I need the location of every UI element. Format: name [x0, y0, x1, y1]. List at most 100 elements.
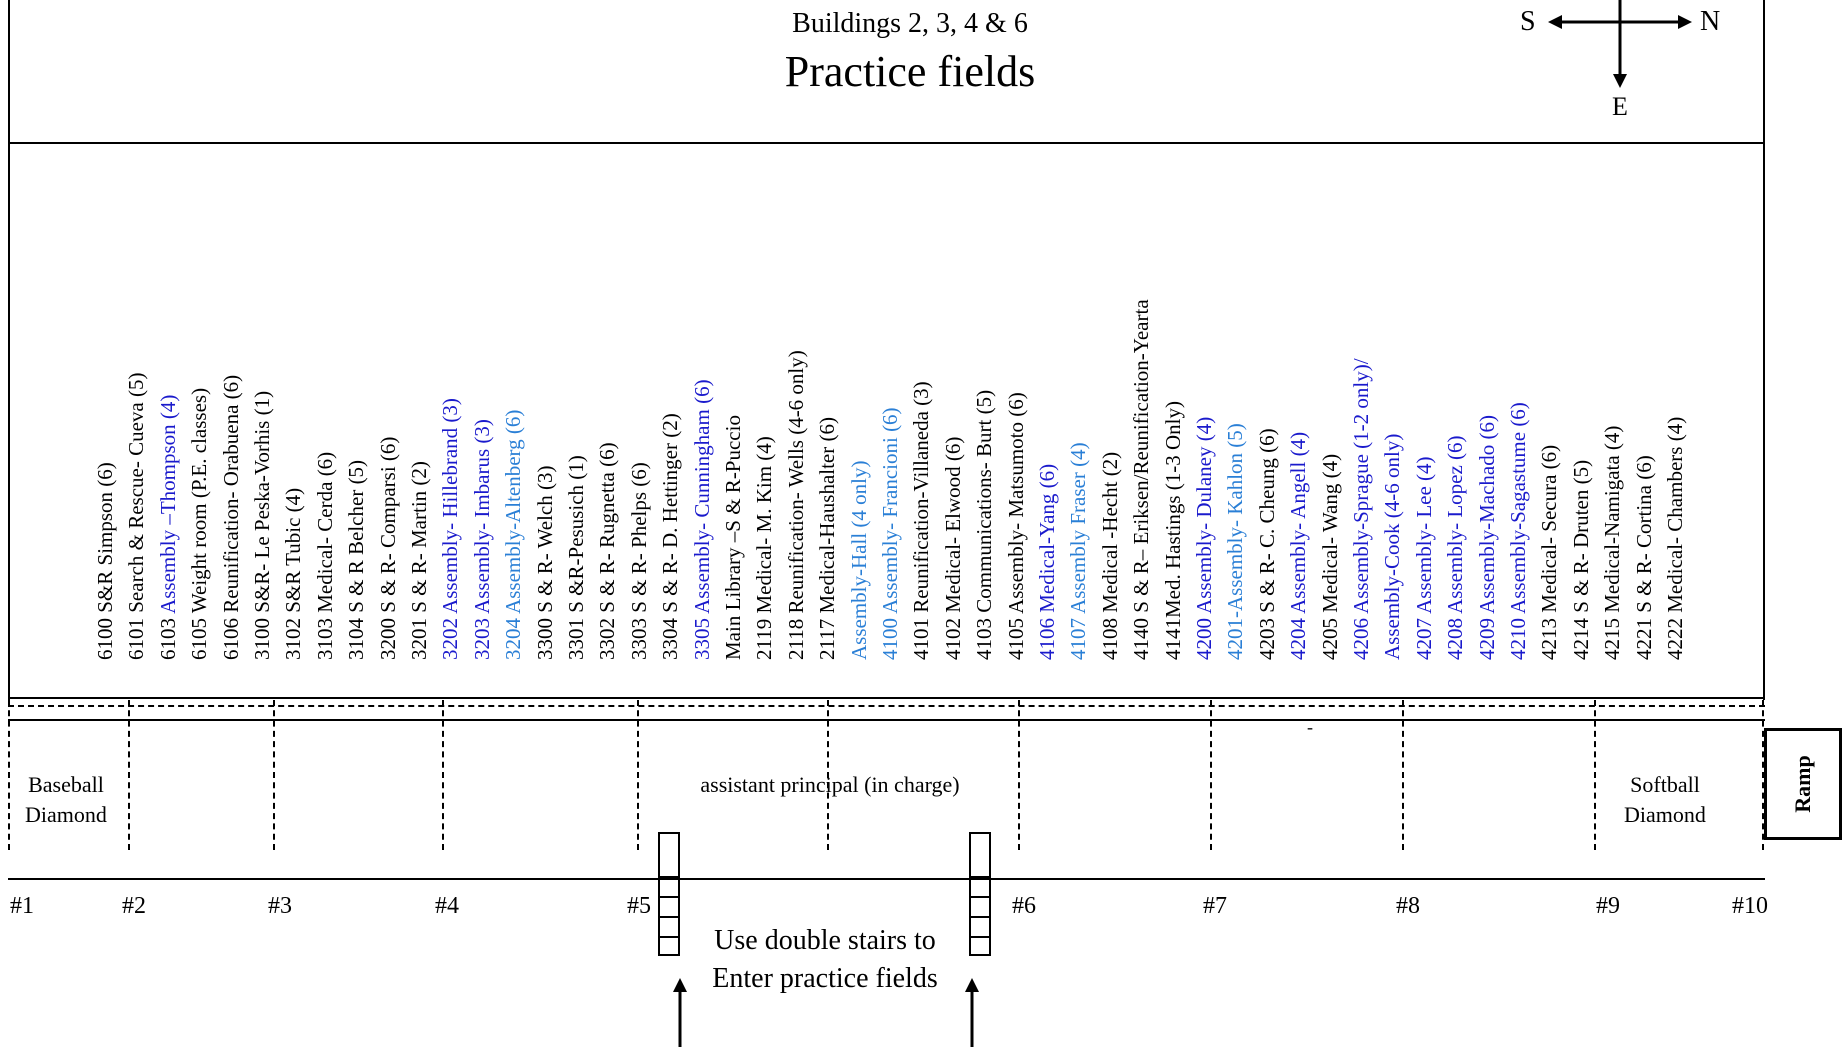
room-assignment: S & R- D. Hettinger (2)	[658, 413, 683, 613]
room-label: 4108 Medical -Hecht (2)	[1095, 452, 1122, 690]
room-assignment: 3204 Assembly-Altenberg (6)	[501, 409, 526, 660]
room-number: 3201	[407, 612, 431, 660]
room-number: 4214	[1568, 612, 1593, 660]
room-label: 3103 Medical- Cerda (6)	[310, 452, 337, 690]
stairs-right	[969, 832, 991, 956]
rooms-baseline	[8, 697, 1765, 699]
room-assignment: 4208 Assembly- Lopez (6)	[1443, 435, 1468, 660]
room-assignment: Assembly-Cook (4-6 only)	[1380, 433, 1405, 660]
room-number: 4222	[1663, 612, 1687, 660]
room-label: 4201-Assembly- Kahlon (5)	[1220, 423, 1247, 690]
room-number: 6105	[187, 613, 212, 660]
room-label: Assembly-Hall (4 only)	[844, 461, 871, 690]
room-list: 6100 S&R Simpson (6) 6101 Search & Rescue…	[90, 168, 1710, 690]
room-number: 3303	[626, 612, 651, 660]
arrow-up-right-icon	[965, 978, 979, 1047]
room-number: 3200	[375, 612, 400, 660]
room-label: 3305 Assembly- Cunningham (6)	[687, 379, 714, 690]
room-number: 4213	[1537, 612, 1562, 660]
room-number: 4105	[1003, 613, 1028, 660]
room-assignment: S &R-Pesusich (1)	[564, 455, 588, 613]
room-number: 3301	[564, 612, 588, 660]
compass-east-label: E	[1612, 92, 1628, 121]
room-assignment: S&R- Le Peska-Vorhis (1)	[250, 390, 274, 613]
room-assignment: 3203 Assembly- Imbarus (3)	[469, 419, 494, 660]
room-label: 6100 S&R Simpson (6)	[90, 462, 117, 690]
compass-north-label: N	[1700, 6, 1721, 37]
room-assignment: S & R– Eriksen/Reunification-Yearta	[1129, 299, 1154, 613]
post-label-8: #8	[1396, 893, 1420, 919]
room-label: 3304 S & R- D. Hettinger (2)	[655, 413, 682, 690]
post-label-6: #6	[1012, 893, 1036, 919]
post-label-3: #3	[268, 893, 292, 919]
room-number: 6103	[155, 613, 180, 660]
room-assignment: 4204 Assembly- Angell (4)	[1286, 431, 1311, 660]
room-number: 3100	[250, 612, 274, 660]
room-number: 3300	[532, 612, 557, 660]
room-assignment: Medical- Wang (4)	[1317, 453, 1342, 613]
room-label: Assembly-Cook (4-6 only)	[1377, 434, 1404, 690]
ramp-box: Ramp	[1764, 728, 1842, 840]
room-assignment: Medical-Haushalter (6)	[815, 417, 840, 614]
post-marker-8	[1402, 700, 1404, 850]
room-assignment: 4209 Assembly-Machado (6)	[1474, 415, 1499, 660]
post-marker-6	[1018, 700, 1020, 850]
room-assignment: Reunification-Villaneda (3)	[909, 381, 934, 613]
rooms-lower-line	[8, 719, 1765, 721]
room-label: 3100 S&R- Le Peska-Vorhis (1)	[247, 391, 274, 690]
room-assignment: Medical- M. Kim (4)	[752, 436, 777, 614]
room-assignment: Main Library –S & R-Puccio	[721, 415, 745, 660]
page-title: Practice fields	[784, 47, 1036, 96]
room-number: 4102	[940, 612, 965, 660]
room-assignment: Reunification- Orabuena (6)	[218, 374, 243, 613]
post-label-10: #10	[1732, 893, 1768, 919]
room-number: 4108	[1097, 612, 1122, 660]
room-number: 4221	[1631, 612, 1656, 660]
dashed-divider	[8, 705, 1765, 707]
room-assignment: Assembly –Thompson (4)	[155, 394, 180, 614]
room-assignment: Medical- Secura (6)	[1537, 444, 1562, 613]
room-assignment: S&R Tubic (4)	[281, 487, 306, 613]
frame-right	[1763, 0, 1765, 700]
room-label: 3104 S & R Belcher (5)	[341, 460, 368, 690]
post-marker-3	[273, 700, 275, 850]
room-assignment: S & R Belcher (5)	[344, 459, 369, 613]
room-label: 4203 S & R- C. Cheung (6)	[1252, 428, 1279, 690]
room-number: 3304	[658, 612, 683, 660]
room-number: 3104	[344, 612, 369, 660]
room-label: 4206 Assembly-Sprague (1-2 only)/	[1346, 358, 1373, 690]
room-assignment: 4201-Assembly- Kahlon (5)	[1223, 423, 1248, 660]
room-assignment: S&R Simpson (6)	[93, 462, 117, 613]
room-assignment: Weight room (P.E. classes)	[187, 387, 212, 614]
room-label: 6101 Search & Rescue- Cueva (5)	[121, 373, 148, 690]
room-label: 4140 S & R– Eriksen/Reunification-Yearta	[1126, 299, 1153, 690]
room-label: 4105 Assembly- Matsumoto (6)	[1001, 392, 1028, 690]
room-assignment: Search & Rescue- Cueva (5)	[124, 372, 149, 613]
room-number: 4141	[1160, 618, 1185, 660]
room-assignment: Reunification- Wells (4-6 only)	[783, 350, 808, 614]
room-assignment: Medical-Namigata (4)	[1600, 425, 1625, 613]
room-assignment: Medical- Cerda (6)	[312, 451, 337, 613]
post-marker-10	[1762, 700, 1764, 850]
room-label: 3203 Assembly- Imbarus (3)	[467, 419, 494, 690]
room-label: 4141Med. Hastings (1-3 Only)	[1158, 401, 1185, 690]
room-assignment: Assembly-Hall (4 only)	[846, 460, 871, 660]
room-label: 3202 Assembly- Hillebrand (3)	[435, 398, 462, 690]
room-label: 3204 Assembly-Altenberg (6)	[498, 410, 525, 690]
room-number: 6100	[93, 612, 117, 660]
room-label: 4214 S & R- Druten (5)	[1566, 460, 1593, 690]
room-assignment: S & R- Cortina (6)	[1631, 455, 1656, 613]
post-marker-5	[637, 700, 639, 850]
room-assignment: S & R- Martin (2)	[407, 461, 431, 613]
room-number: 2118	[783, 613, 808, 660]
room-label: 3201 S & R- Martin (2)	[404, 461, 431, 690]
baseball-diamond-label: Baseball Diamond	[25, 772, 107, 827]
room-assignment: Medical -Hecht (2)	[1097, 451, 1122, 613]
post-label-1: #1	[10, 893, 34, 919]
room-label: 4222 Medical- Chambers (4)	[1660, 417, 1687, 690]
room-label: 6106 Reunification- Orabuena (6)	[216, 375, 243, 690]
frame-left	[8, 0, 10, 700]
room-assignment: 4207 Assembly- Lee (4)	[1411, 456, 1436, 660]
room-number: 2119	[752, 613, 777, 660]
room-assignment: 4206 Assembly-Sprague (1-2 only)/	[1349, 358, 1373, 660]
